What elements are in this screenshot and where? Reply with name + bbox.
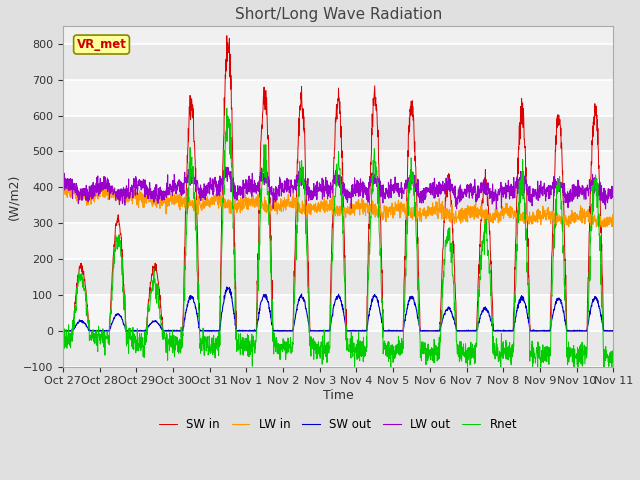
Line: SW out: SW out: [63, 287, 613, 331]
Bar: [63, 223, 613, 259]
Bar: [63, 80, 613, 116]
LW out: [609, 192, 617, 197]
LW in: [355, 205, 362, 211]
SW in: [561, 258, 569, 264]
SW in: [366, 178, 374, 184]
Bar: [63, 152, 613, 187]
Line: Rnet: Rnet: [63, 108, 613, 374]
SW out: [212, 328, 220, 334]
SW in: [577, 328, 584, 334]
Rnet: [59, 335, 67, 341]
Rnet: [537, 372, 545, 377]
SW in: [212, 328, 220, 334]
SW out: [499, 328, 506, 334]
Bar: [63, 187, 613, 223]
LW in: [561, 219, 569, 225]
Rnet: [212, 336, 220, 342]
LW in: [609, 215, 617, 220]
SW out: [609, 328, 617, 334]
Bar: [63, 331, 613, 367]
SW out: [577, 328, 584, 334]
X-axis label: Time: Time: [323, 389, 353, 402]
Bar: [63, 44, 613, 80]
SW in: [609, 328, 617, 334]
LW in: [499, 213, 506, 218]
LW in: [366, 208, 374, 214]
LW out: [577, 188, 584, 193]
LW in: [212, 192, 220, 198]
SW in: [499, 328, 506, 334]
SW out: [367, 306, 374, 312]
Y-axis label: (W/m2): (W/m2): [7, 173, 20, 219]
Rnet: [223, 105, 230, 111]
Rnet: [366, 233, 374, 239]
Legend: SW in, LW in, SW out, LW out, Rnet: SW in, LW in, SW out, LW out, Rnet: [154, 414, 522, 436]
SW in: [223, 33, 230, 38]
LW out: [366, 176, 374, 181]
Rnet: [355, 355, 362, 361]
SW in: [59, 328, 67, 334]
SW in: [355, 328, 362, 334]
SW out: [59, 328, 67, 334]
LW out: [221, 164, 229, 170]
Rnet: [609, 348, 617, 354]
LW out: [59, 179, 67, 184]
Text: VR_met: VR_met: [77, 38, 127, 51]
Rnet: [499, 351, 506, 357]
LW out: [355, 179, 362, 184]
SW out: [355, 327, 362, 333]
Line: SW in: SW in: [63, 36, 613, 331]
LW in: [65, 181, 72, 187]
LW in: [59, 189, 67, 194]
Line: LW out: LW out: [63, 167, 613, 209]
Line: LW in: LW in: [63, 184, 613, 227]
LW out: [212, 187, 220, 193]
SW out: [60, 328, 67, 334]
LW in: [577, 203, 584, 208]
Bar: [63, 295, 613, 331]
LW in: [565, 224, 573, 230]
LW out: [499, 190, 506, 195]
Title: Short/Long Wave Radiation: Short/Long Wave Radiation: [234, 7, 442, 22]
SW out: [561, 317, 569, 323]
Bar: [63, 259, 613, 295]
Rnet: [561, 287, 569, 292]
Bar: [63, 116, 613, 152]
LW out: [561, 200, 569, 205]
SW out: [223, 284, 230, 290]
Rnet: [577, 342, 584, 348]
LW out: [452, 206, 460, 212]
